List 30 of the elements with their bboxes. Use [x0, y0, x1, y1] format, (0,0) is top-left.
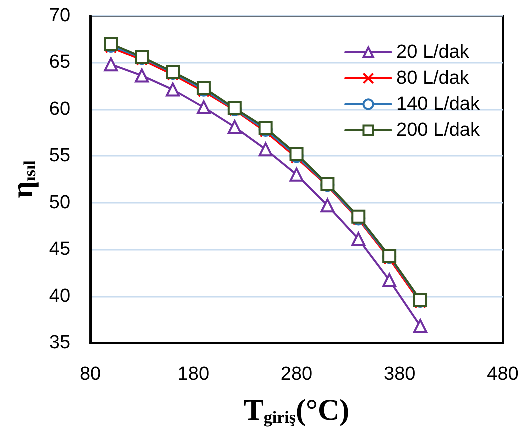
point: [290, 168, 304, 182]
x-tick-label: 480: [487, 364, 519, 385]
point: [228, 120, 242, 134]
point: [382, 273, 397, 288]
point: [352, 232, 366, 246]
legend-label: 80 L/dak: [396, 68, 470, 89]
point: [320, 198, 335, 213]
point: [104, 58, 118, 72]
y-tick-label: 45: [49, 239, 71, 260]
y-tick-label: 35: [49, 332, 71, 354]
point: [196, 100, 211, 115]
point: [258, 142, 273, 157]
x-tick-label: 380: [384, 364, 416, 385]
y-tick-label: 60: [49, 98, 71, 120]
y-tick-label: 55: [49, 146, 71, 167]
point: [414, 319, 428, 334]
x-tick-label: 280: [280, 364, 313, 385]
y-tick-label: 65: [49, 52, 71, 74]
x-tick-label: 180: [178, 364, 210, 385]
y-axis-title: ηısıl: [6, 160, 40, 198]
y-tick-label: 70: [49, 6, 71, 26]
legend-label: 200 L/dak: [396, 120, 480, 141]
legend-label: 20 L/dak: [396, 42, 470, 63]
legend-label: 140 L/dak: [396, 94, 480, 115]
y-tick-label: 50: [49, 192, 71, 214]
point: [135, 68, 150, 83]
y-tick-label: 40: [49, 286, 71, 307]
x-tick-label: 80: [80, 364, 102, 385]
x-axis-title: Tgiriş(°C): [244, 394, 350, 427]
point: [166, 82, 180, 97]
